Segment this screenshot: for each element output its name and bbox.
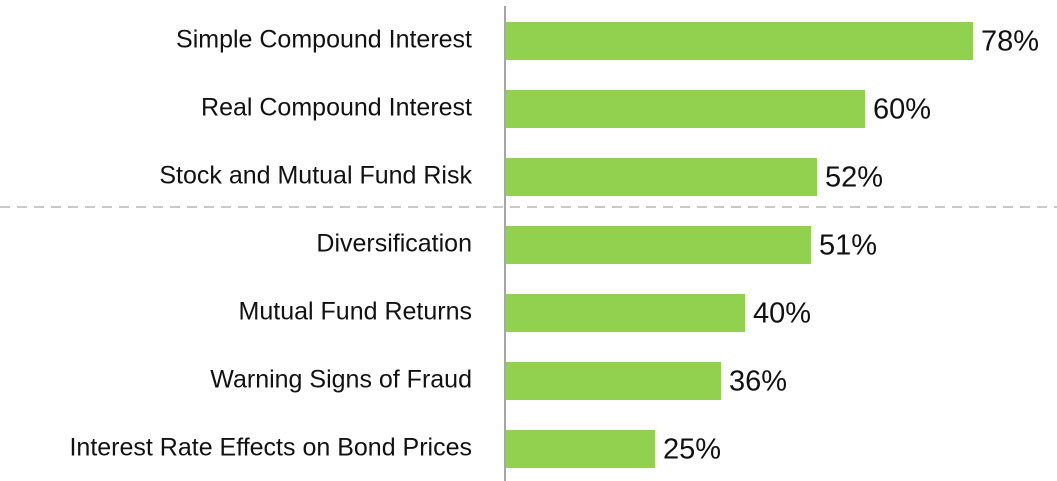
category-label: Warning Signs of Fraud [210,366,472,394]
value-label: 60% [873,94,931,126]
category-label: Diversification [316,230,472,258]
bar [505,90,865,128]
value-label: 78% [981,26,1039,58]
value-label: 52% [825,162,883,194]
bar [505,294,745,332]
bar [505,362,721,400]
value-label: 40% [753,298,811,330]
category-label: Interest Rate Effects on Bond Prices [69,434,472,462]
category-label: Mutual Fund Returns [239,298,472,326]
bar [505,430,655,468]
value-label: 51% [819,230,877,262]
category-label: Stock and Mutual Fund Risk [159,162,472,190]
category-label: Real Compound Interest [201,94,472,122]
bar [505,22,973,60]
value-label: 25% [663,434,721,466]
value-label: 36% [729,366,787,398]
bar [505,158,817,196]
bar [505,226,811,264]
category-label: Simple Compound Interest [176,26,472,54]
